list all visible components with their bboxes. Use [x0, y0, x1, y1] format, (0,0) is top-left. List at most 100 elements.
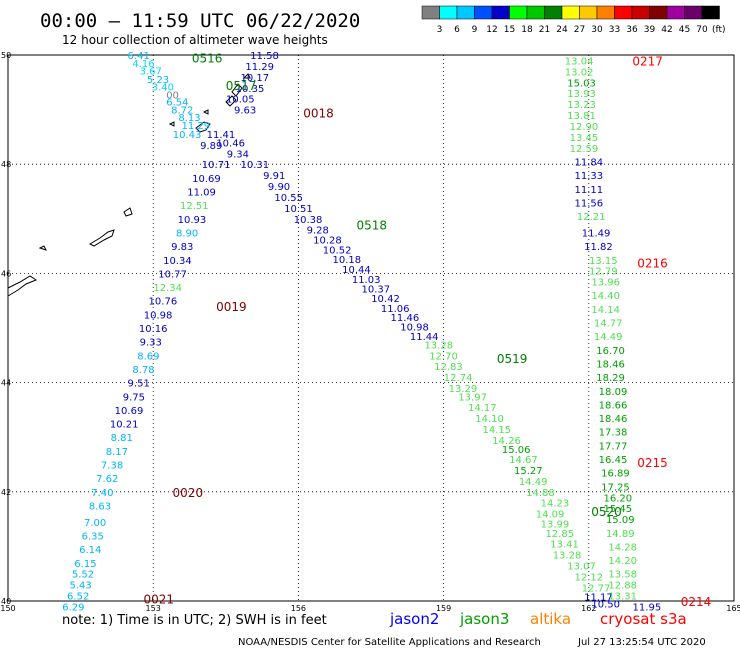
wave-height-value: 6.54 [166, 97, 188, 108]
scale-swatch [544, 5, 563, 20]
wave-height-value: 16.70 [596, 346, 625, 357]
wave-height-value: 5.43 [69, 581, 91, 592]
wave-height-value: 6.15 [74, 559, 96, 570]
lon-tick-label: 162 [581, 604, 596, 613]
scale-swatch [666, 5, 685, 20]
wave-height-value: 9.90 [268, 182, 290, 193]
wave-height-value: 14.67 [509, 455, 538, 466]
wave-height-value: 7.40 [91, 488, 113, 499]
wave-height-value: 10.18 [332, 255, 361, 266]
wave-height-value: 14.49 [594, 332, 623, 343]
island-outline [202, 109, 209, 115]
wave-height-value: 8.81 [111, 433, 133, 444]
wave-height-value: 12.90 [570, 122, 599, 133]
wave-height-value: 13.04 [565, 56, 594, 67]
wave-height-value: 13.28 [553, 551, 582, 562]
wave-height-value: 15.03 [567, 78, 596, 89]
wave-height-value: 8.17 [106, 447, 128, 458]
lon-tick-label: 156 [291, 604, 306, 613]
wave-height-value: 11.03 [352, 275, 381, 286]
footer-credit: NOAA/NESDIS Center for Satellite Applica… [238, 637, 541, 648]
lat-tick-label: 48 [1, 160, 11, 169]
scale-unit-label: (ft) [712, 25, 726, 35]
wave-height-value: 14.40 [591, 291, 620, 302]
wave-height-value: 14.10 [475, 414, 504, 425]
wave-height-value: 16.89 [601, 469, 630, 480]
pass-time-label: 0021 [144, 592, 175, 606]
satellite-legend-item: cryosat s3a [600, 610, 687, 628]
footer-timestamp: Jul 27 13:25:54 UTC 2020 [577, 637, 706, 648]
wave-height-value: 8.90 [176, 228, 198, 239]
scale-swatch [649, 5, 668, 20]
wave-height-value: 12.59 [570, 144, 599, 155]
wave-height-value: 13.58 [608, 570, 637, 581]
lon-tick-label: 153 [146, 604, 161, 613]
wave-height-value: 12.74 [444, 373, 473, 384]
wave-height-value: 13.02 [565, 67, 594, 78]
wave-height-value: 17.25 [601, 482, 630, 493]
scale-tick-label: 3 [437, 25, 443, 35]
wave-height-value: 14.15 [483, 425, 512, 436]
satellite-legend-item: altika [530, 610, 571, 628]
scale-tick-label: 15 [504, 25, 515, 35]
scale-swatch [684, 5, 703, 20]
scale-tick-label: 18 [521, 25, 533, 35]
wave-height-value: 10.42 [371, 294, 400, 305]
map-title: 00:00 – 11:59 UTC 06/22/2020 [40, 10, 360, 32]
axis-tick-labels: 150 153 156 159 162 165 50 48 46 44 42 40 [0, 51, 740, 613]
wave-height-value: 9.89 [200, 141, 222, 152]
wave-height-value: 9.91 [263, 171, 285, 182]
scale-tick-label: 39 [644, 25, 656, 35]
wave-height-value: 14.23 [541, 499, 570, 510]
map-frame [7, 54, 735, 602]
wave-height-value: 10.28 [313, 236, 342, 247]
scale-tick-label: 70 [696, 25, 708, 35]
color-scale-ticks: 3 6 9 12 15 18 21 24 27 30 33 36 39 42 45 70 [437, 25, 708, 35]
lat-tick-label: 40 [1, 597, 11, 606]
wave-height-value: 11.29 [181, 121, 210, 132]
scale-swatch [439, 5, 458, 20]
wave-height-value: 14.28 [608, 542, 637, 553]
satellite-legend-item: jason2 [389, 610, 439, 628]
wave-height-value: 9.51 [128, 379, 150, 390]
satellite-legend: jason2 jason3 altika cryosat s3a [389, 610, 687, 628]
scale-tick-label: 24 [556, 25, 568, 35]
lat-tick-label: 42 [1, 488, 11, 497]
wave-height-value: 10.77 [158, 269, 187, 280]
pass-time-label: 0217 [632, 54, 663, 68]
wave-height-value: 7.38 [101, 461, 123, 472]
wave-height-value: 10.16 [139, 324, 168, 335]
lat-tick-label: 44 [1, 379, 11, 388]
scale-tick-label: 12 [486, 25, 497, 35]
wave-height-value: 12.88 [608, 581, 637, 592]
scale-tick-label: 30 [591, 25, 603, 35]
wave-height-value: 15.27 [514, 466, 543, 477]
wave-height-value: 10.17 [241, 73, 270, 84]
wave-height-value: 8.13 [178, 113, 200, 124]
lat-tick-label: 46 [1, 269, 11, 278]
scale-swatch [456, 5, 475, 20]
pass-time-label: 0019 [216, 300, 247, 314]
scale-tick-label: 45 [679, 25, 690, 35]
wave-height-value: 8.72 [171, 106, 193, 117]
wave-height-value: 9.28 [307, 226, 329, 237]
pass-time-label: 0020 [173, 486, 204, 500]
wave-height-value: 13.28 [424, 340, 453, 351]
wave-height-value: 16.20 [604, 493, 633, 504]
wave-height-value: 10.98 [144, 310, 173, 321]
pass-time-label: 0517 [226, 79, 257, 93]
wave-height-value: 10.69 [115, 406, 144, 417]
color-scale-legend [421, 5, 720, 20]
wave-height-value: 11.29 [245, 62, 274, 73]
wave-height-value: 14.77 [594, 319, 623, 330]
pass-time-label: 0520 [591, 505, 622, 519]
island-outline [38, 245, 47, 251]
footer-note: note: 1) Time is in UTC; 2) SWH is in fe… [62, 613, 327, 628]
scale-tick-label: 36 [626, 25, 638, 35]
wave-height-value: 16.45 [599, 455, 628, 466]
wave-height-value: 10.37 [362, 285, 391, 296]
scale-tick-label: 6 [454, 25, 460, 35]
wave-height-value: 18.46 [596, 359, 625, 370]
wave-height-value: 10.21 [110, 420, 139, 431]
